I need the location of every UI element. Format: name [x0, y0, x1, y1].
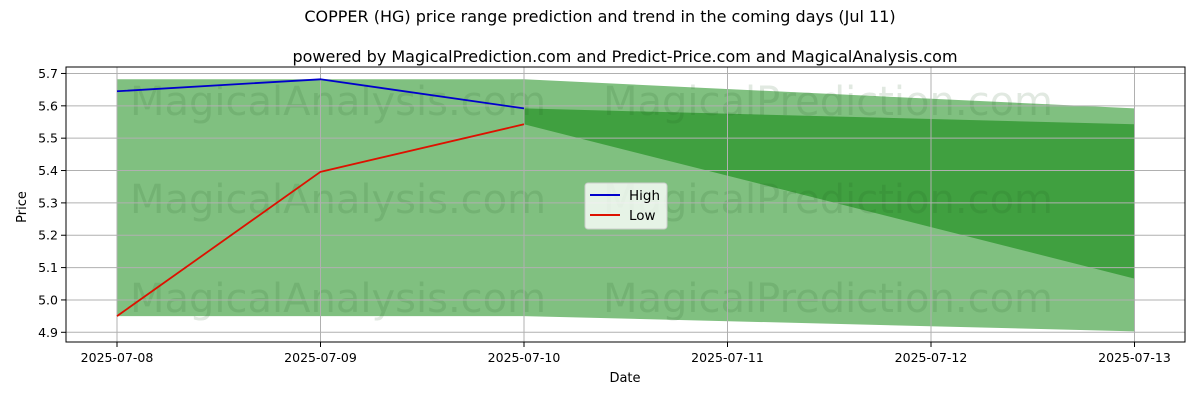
x-axis-label: Date — [609, 371, 640, 386]
chart-title: COPPER (HG) price range prediction and t… — [304, 7, 895, 26]
y-axis-label: Price — [15, 191, 30, 223]
watermark-prediction-1: MagicalPrediction.com — [603, 177, 1053, 223]
watermark-prediction-2: MagicalPrediction.com — [603, 276, 1053, 322]
legend: High Low — [584, 182, 668, 230]
plot-frame — [65, 66, 1186, 343]
y-axis-ticks: 4.9 5.0 5.1 5.2 5.3 5.4 5.5 5.6 5.7 — [38, 66, 66, 340]
y-tick-label: 4.9 — [38, 325, 58, 340]
x-tick-label: 2025-07-10 — [488, 350, 561, 365]
series-lines — [116, 78, 525, 317]
x-axis-ticks: 2025-07-08 2025-07-09 2025-07-10 2025-07-11… — [81, 342, 1171, 365]
y-tick-label: 5.2 — [38, 228, 58, 243]
grid — [66, 67, 1185, 342]
y-tick-label: 5.7 — [38, 66, 58, 81]
series-line-low — [116, 123, 525, 317]
x-tick-label: 2025-07-13 — [1098, 350, 1171, 365]
watermark-prediction-0: MagicalPrediction.com — [603, 79, 1053, 125]
legend-label-low: Low — [629, 208, 656, 224]
y-tick-label: 5.3 — [38, 195, 58, 210]
x-tick-label: 2025-07-09 — [284, 350, 357, 365]
chart-subtitle: powered by MagicalPrediction.com and Pre… — [292, 47, 957, 66]
x-tick-label: 2025-07-11 — [691, 350, 764, 365]
y-tick-label: 5.4 — [38, 163, 58, 178]
y-tick-label: 5.5 — [38, 131, 58, 146]
y-tick-label: 5.1 — [38, 260, 58, 275]
y-tick-label: 5.6 — [38, 98, 58, 113]
series-line-high — [116, 78, 525, 110]
x-tick-label: 2025-07-08 — [81, 350, 154, 365]
range-band-1 — [524, 108, 1135, 279]
watermark-analysis-2: MagicalAnalysis.com — [130, 276, 546, 322]
watermarks: MagicalAnalysis.com MagicalPrediction.com… — [130, 79, 1053, 322]
legend-label-high: High — [629, 188, 660, 204]
x-tick-label: 2025-07-12 — [895, 350, 968, 365]
y-tick-label: 5.0 — [38, 292, 58, 307]
watermark-analysis-1: MagicalAnalysis.com — [130, 177, 546, 223]
